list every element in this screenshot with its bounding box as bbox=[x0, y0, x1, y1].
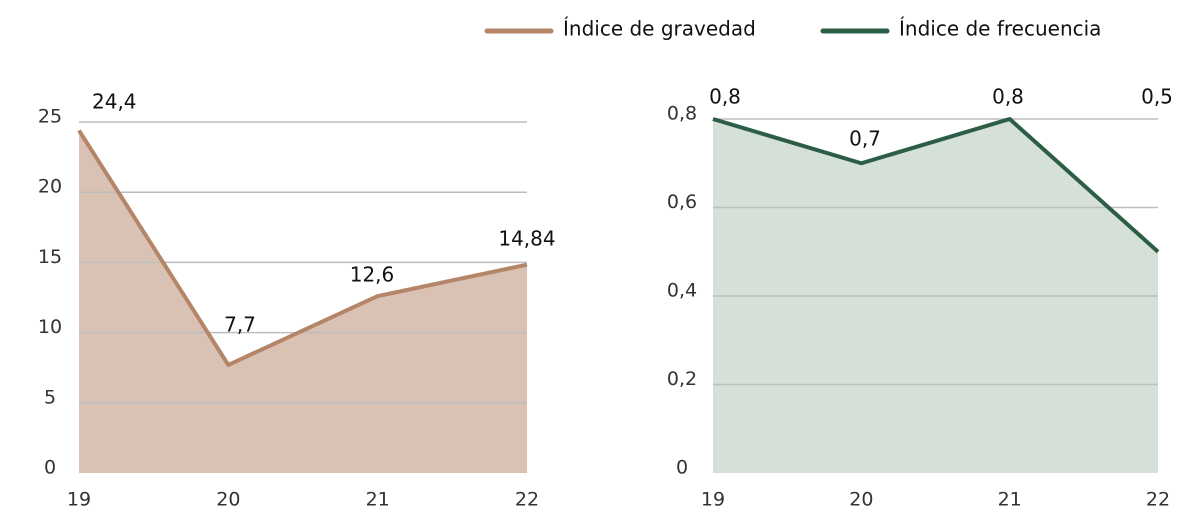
y-tick-label: 10 bbox=[38, 316, 62, 338]
value-label: 0,8 bbox=[992, 85, 1024, 109]
line bbox=[712, 117, 1160, 254]
value-label: 24,4 bbox=[92, 90, 137, 114]
value-label: 0,7 bbox=[849, 127, 881, 151]
y-tick-label: 0 bbox=[44, 457, 56, 479]
value-label: 0,8 bbox=[709, 85, 741, 109]
x-tick-label: 22 bbox=[515, 489, 539, 511]
line bbox=[77, 129, 528, 367]
x-tick-label: 22 bbox=[1146, 489, 1170, 511]
y-tick-label: 15 bbox=[38, 246, 62, 268]
y-tick-label: 20 bbox=[38, 176, 62, 198]
y-tick-label: 0,4 bbox=[667, 280, 697, 302]
legend-label: Índice de gravedad bbox=[563, 17, 756, 41]
y-tick-label: 0,6 bbox=[667, 191, 697, 213]
x-tick-label: 20 bbox=[849, 489, 873, 511]
value-label: 7,7 bbox=[224, 313, 256, 337]
legend-label: Índice de frecuencia bbox=[899, 17, 1101, 41]
x-tick-label: 21 bbox=[998, 489, 1022, 511]
value-label: 12,6 bbox=[350, 263, 395, 287]
x-tick-label: 19 bbox=[67, 489, 91, 511]
x-tick-label: 19 bbox=[701, 489, 725, 511]
y-tick-label: 25 bbox=[38, 106, 62, 128]
area bbox=[79, 130, 527, 473]
value-label: 14,84 bbox=[498, 227, 555, 251]
x-tick-label: 20 bbox=[216, 489, 240, 511]
x-tick-label: 21 bbox=[366, 489, 390, 511]
y-tick-label: 0,8 bbox=[667, 103, 697, 125]
y-tick-label: 0 bbox=[676, 457, 688, 479]
value-label: 0,5 bbox=[1141, 85, 1173, 109]
y-tick-label: 5 bbox=[44, 386, 56, 408]
y-tick-label: 0,2 bbox=[667, 368, 697, 390]
